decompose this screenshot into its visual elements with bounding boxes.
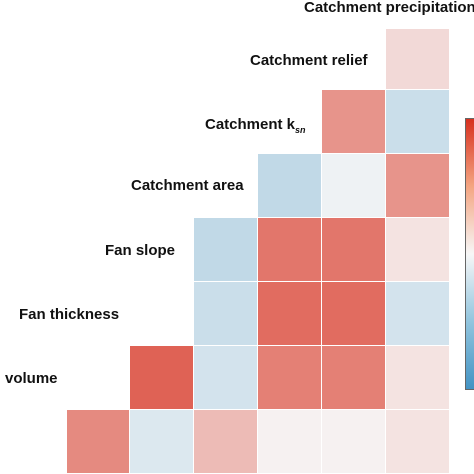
- heatmap-cell: [386, 90, 449, 153]
- label-catchment-relief: Catchment relief: [250, 52, 368, 69]
- heatmap-cell: [258, 154, 321, 217]
- heatmap-cell: [194, 218, 257, 281]
- heatmap-cell: [322, 410, 385, 473]
- heatmap-cell: [322, 218, 385, 281]
- label-volume: volume: [5, 370, 58, 387]
- label-fan-thickness: Fan thickness: [19, 306, 119, 323]
- label-catchment-ksn: Catchment ksn: [205, 116, 306, 135]
- heatmap-cell: [258, 282, 321, 345]
- heatmap-cell: [258, 218, 321, 281]
- heatmap-cell: [386, 282, 449, 345]
- label-catchment-precipitation: Catchment precipitation: [304, 0, 474, 16]
- heatmap-cell: [322, 282, 385, 345]
- heatmap-cell: [386, 218, 449, 281]
- heatmap-cell: [194, 410, 257, 473]
- label-catchment-ksn-main: Catchment k: [205, 116, 295, 133]
- heatmap-cell: [386, 154, 449, 217]
- heatmap-cell: [322, 346, 385, 409]
- heatmap-cell: [194, 282, 257, 345]
- heatmap-cell: [130, 410, 193, 473]
- color-scale-bar: [465, 118, 474, 390]
- label-fan-slope: Fan slope: [105, 242, 175, 259]
- heatmap-cell: [258, 346, 321, 409]
- heatmap-cell: [322, 154, 385, 217]
- heatmap-cell: [130, 346, 193, 409]
- heatmap-cell: [322, 90, 385, 153]
- heatmap-cell: [67, 410, 129, 473]
- label-catchment-area: Catchment area: [131, 177, 244, 194]
- heatmap-cell: [386, 410, 449, 473]
- label-catchment-ksn-subscript: sn: [295, 125, 306, 135]
- heatmap-cell: [258, 410, 321, 473]
- heatmap-cell: [386, 29, 449, 89]
- heatmap-cell: [194, 346, 257, 409]
- heatmap-cell: [386, 346, 449, 409]
